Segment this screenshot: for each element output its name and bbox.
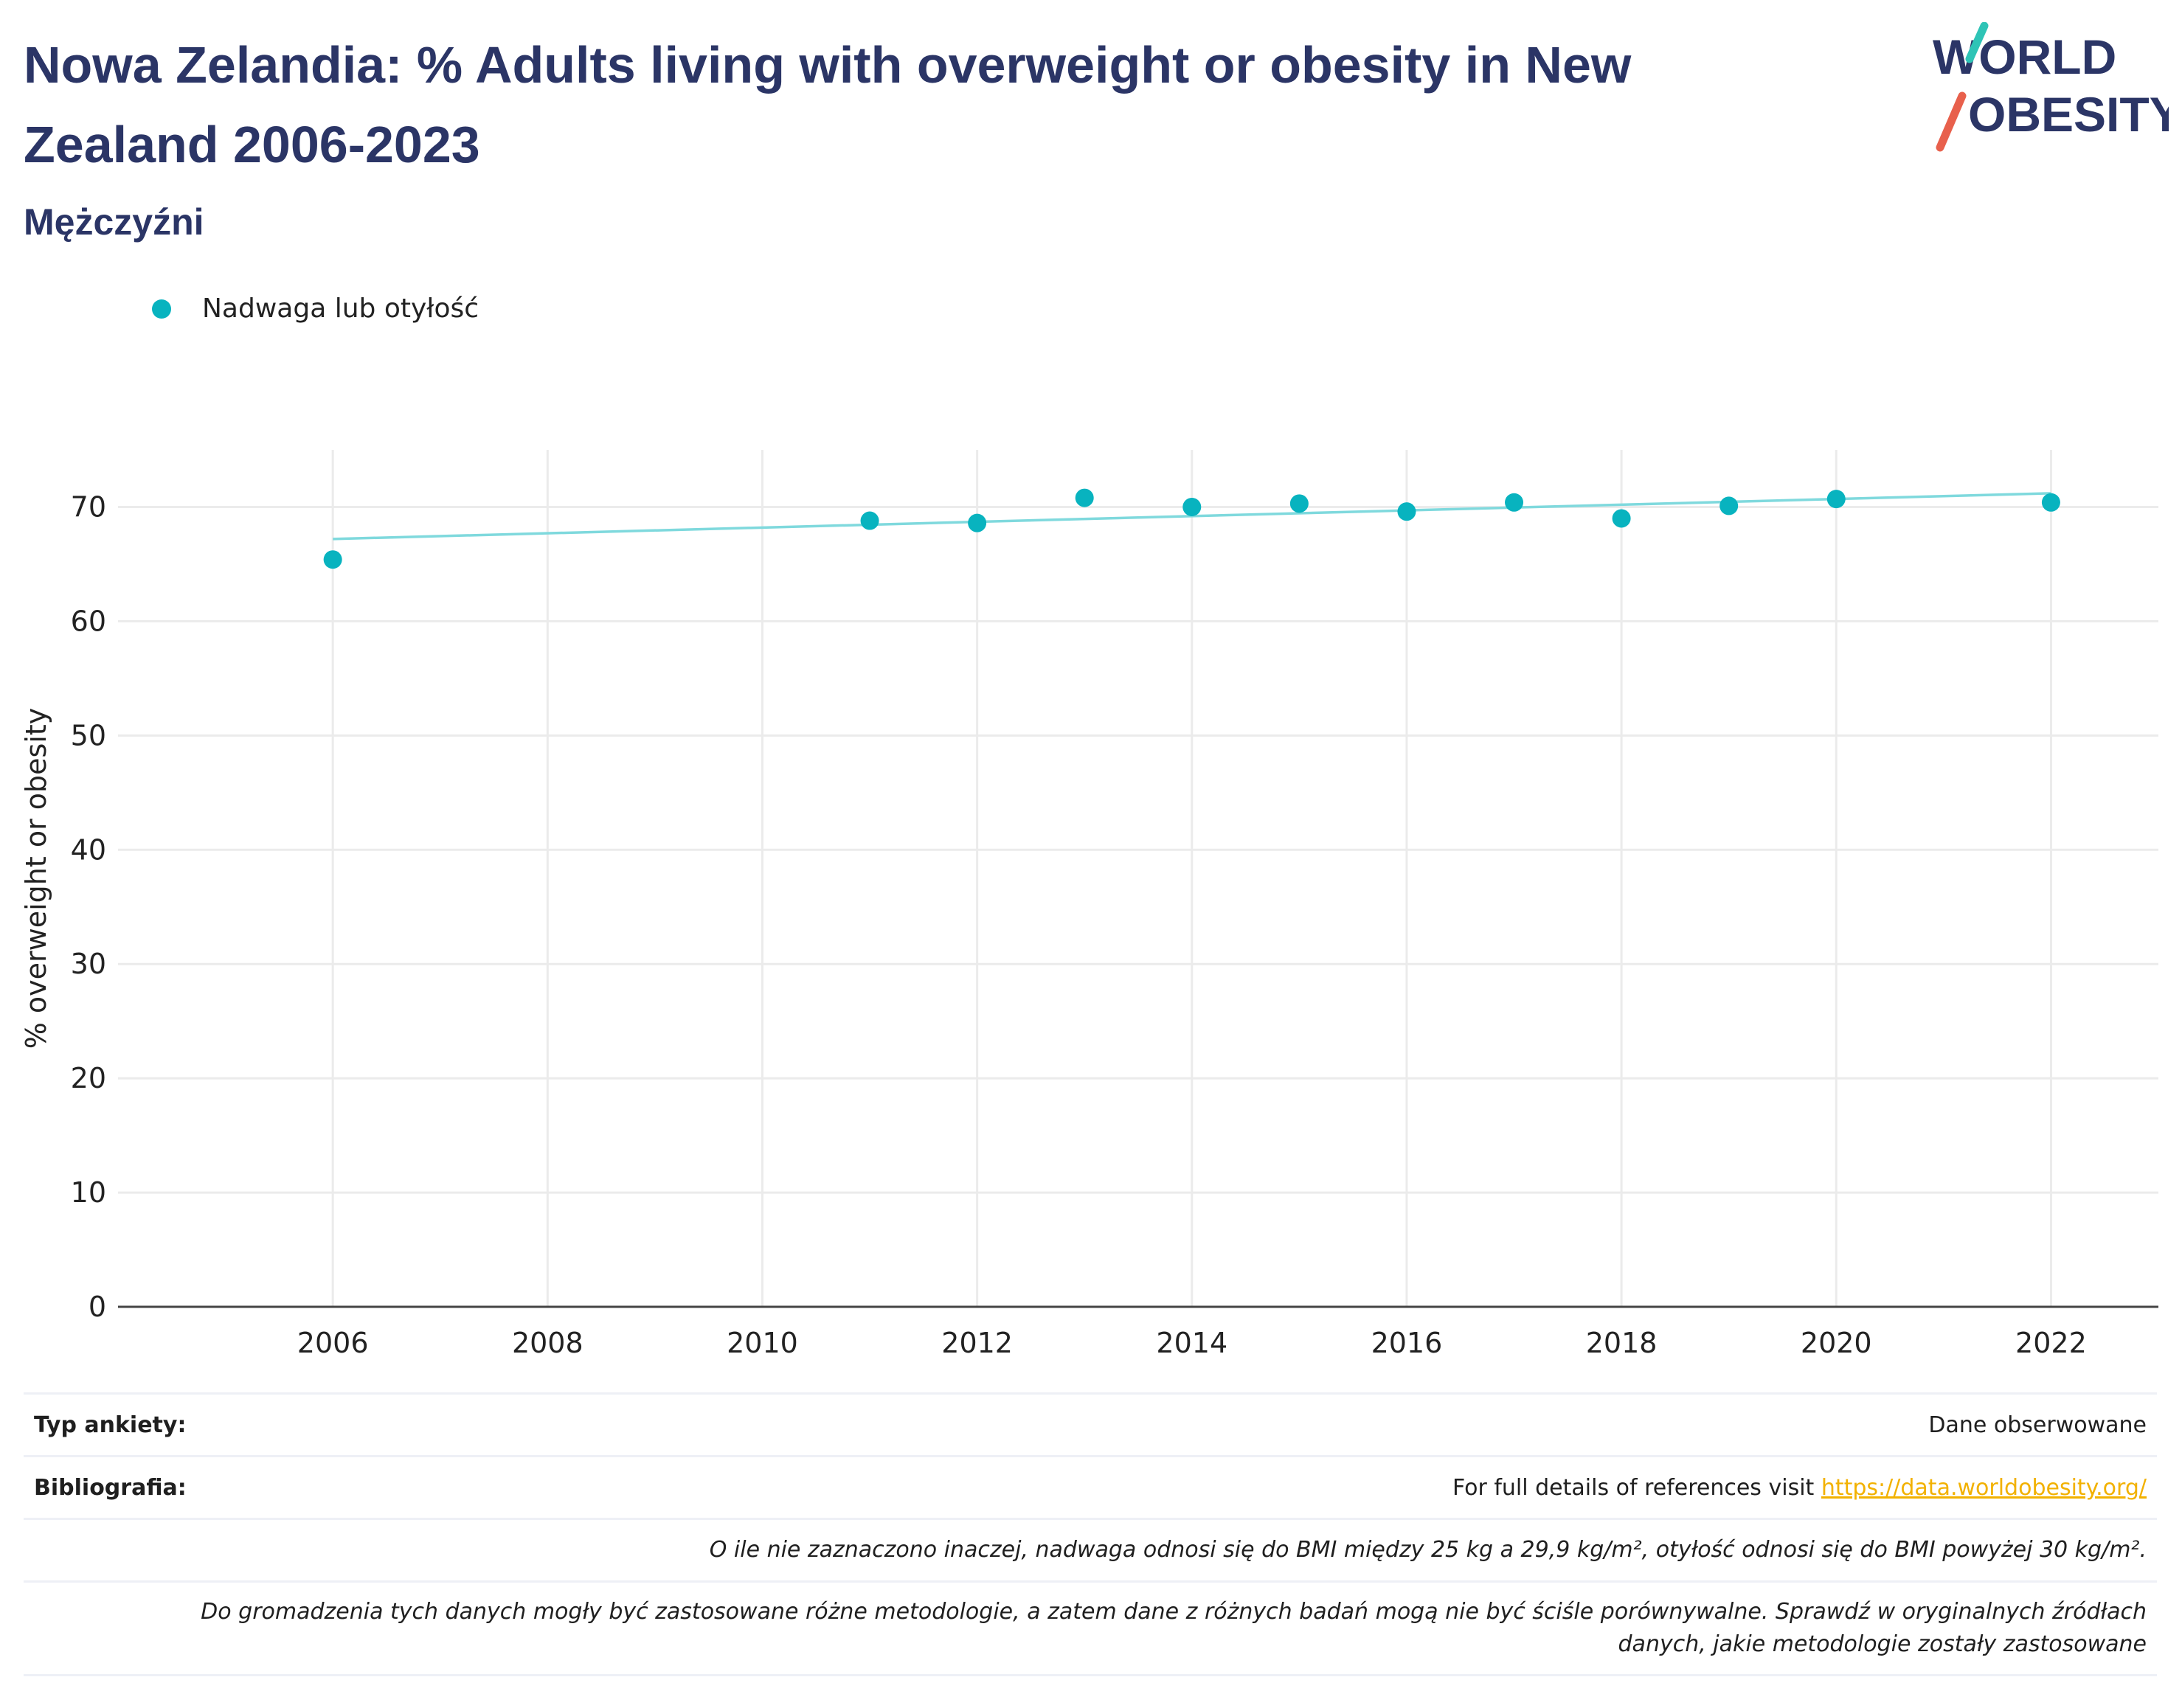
x-tick-label: 2014 [1156, 1327, 1227, 1359]
data-point [1075, 488, 1094, 507]
scatter-chart: 2006 2008 2010 2012 2014 2016 2018 2020 2022 0 10… [20, 450, 2158, 1359]
data-point [1612, 509, 1631, 528]
data-point [1826, 490, 1846, 509]
logo-word-obesity: OBESITY [1968, 87, 2169, 142]
x-gridlines [331, 450, 2052, 1307]
x-tick-label: 2016 [1371, 1327, 1443, 1359]
world-obesity-logo: WORLD OBESITY [1933, 22, 2169, 152]
bibliography-value: For full details of references visit htt… [1452, 1475, 2147, 1501]
y-tick-label: 30 [71, 948, 106, 980]
legend-label: Nadwaga lub otyłość [202, 294, 479, 324]
y-tick-label: 10 [71, 1176, 106, 1209]
data-point [1289, 494, 1309, 513]
logo-word-world: WORLD [1933, 29, 2116, 84]
logo-slash-red [1936, 91, 1967, 152]
y-tick-label: 40 [71, 833, 106, 866]
chart-title: Nowa Zelandia: % Adults living with over… [24, 36, 1632, 173]
bmi-note: O ile nie zaznaczono inaczej, nadwaga od… [709, 1537, 2147, 1563]
bibliography-link[interactable]: https://data.worldobesity.org/ [1821, 1474, 2147, 1501]
y-tick-label: 50 [71, 719, 106, 751]
data-point [1182, 497, 1202, 516]
survey-type-label: Typ ankiety: [34, 1412, 187, 1438]
methods-note: Do gromadzenia tych danych mogły być zas… [34, 1596, 2147, 1661]
legend: Nadwaga lub otyłość [152, 294, 479, 324]
footer-table: Typ ankiety: Dane obserwowane Bibliograf… [24, 1392, 2157, 1676]
data-point [2041, 493, 2060, 512]
x-tick-label: 2020 [1801, 1327, 1872, 1359]
y-tick-label: 20 [71, 1062, 106, 1094]
x-tick-label: 2022 [2015, 1327, 2087, 1359]
data-point [1719, 496, 1739, 515]
data-point [323, 550, 342, 569]
footer-row-survey-type: Typ ankiety: Dane obserwowane [24, 1392, 2157, 1455]
x-tick-label: 2012 [941, 1327, 1013, 1359]
x-tick-labels: 2006 2008 2010 2012 2014 2016 2018 2020 2022 [297, 1327, 2087, 1359]
footer-row-methods-note: Do gromadzenia tych danych mogły być zas… [24, 1580, 2157, 1676]
bibliography-label: Bibliografia: [34, 1474, 187, 1501]
y-axis-label: % overweight or obesity [20, 708, 52, 1049]
data-point [1505, 493, 1524, 512]
survey-type-value: Dane obserwowane [1928, 1412, 2147, 1438]
x-tick-label: 2018 [1586, 1327, 1658, 1359]
bibliography-text: For full details of references visit [1452, 1474, 1815, 1501]
logo-slash-teal [1965, 22, 1989, 63]
y-tick-label: 70 [71, 490, 106, 523]
footer-row-bmi-note: O ile nie zaznaczono inaczej, nadwaga od… [24, 1518, 2157, 1580]
legend-marker [152, 299, 171, 319]
x-tick-label: 2008 [512, 1327, 583, 1359]
methods-note-line-1: Do gromadzenia tych danych mogły być zas… [201, 1599, 2147, 1625]
y-gridlines [118, 505, 2158, 1194]
data-point [968, 513, 987, 532]
data-point [1397, 502, 1416, 521]
x-tick-label: 2006 [297, 1327, 369, 1359]
x-tick-label: 2010 [727, 1327, 798, 1359]
data-point [860, 511, 879, 530]
y-tick-label: 0 [89, 1291, 106, 1323]
chart-subtitle: Mężczyźni [24, 201, 204, 243]
footer-row-bibliography: Bibliografia: For full details of refere… [24, 1455, 2157, 1518]
y-tick-label: 60 [71, 605, 106, 637]
y-tick-labels: 0 10 20 30 40 50 60 70 [71, 490, 106, 1323]
methods-note-line-2: danych, jakie metodologie zostały zastos… [1618, 1631, 2147, 1657]
data-points [323, 488, 2060, 569]
